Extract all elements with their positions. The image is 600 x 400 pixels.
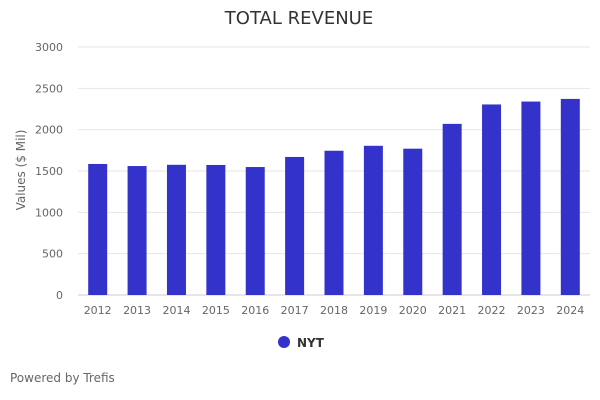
x-tick-label: 2015 [202, 304, 230, 317]
bars [88, 98, 580, 295]
bar-2014[interactable] [166, 164, 186, 295]
y-tick-label: 0 [56, 289, 63, 302]
y-axis-label: Values ($ Mil) [14, 130, 28, 211]
powered-by-credit[interactable]: Powered by Trefis [10, 371, 115, 385]
bar-2020[interactable] [403, 148, 423, 295]
y-tick-label: 2000 [35, 124, 63, 137]
x-tick-label: 2022 [478, 304, 506, 317]
bar-2018[interactable] [324, 150, 344, 295]
y-tick-label: 1000 [35, 206, 63, 219]
legend-label: NYT [297, 336, 325, 350]
y-tick-label: 1500 [35, 165, 63, 178]
bar-2023[interactable] [521, 101, 541, 295]
x-tick-label: 2019 [359, 304, 387, 317]
y-tick-label: 2500 [35, 82, 63, 95]
bar-2021[interactable] [442, 123, 462, 295]
bar-2017[interactable] [285, 156, 305, 295]
bar-2016[interactable] [245, 167, 265, 295]
x-tick-label: 2016 [241, 304, 269, 317]
x-tick-label: 2012 [84, 304, 112, 317]
legend[interactable]: NYT [278, 336, 325, 350]
x-tick-label: 2023 [517, 304, 545, 317]
legend-marker [278, 336, 290, 348]
y-tick-label: 3000 [35, 41, 63, 54]
x-tick-label: 2024 [556, 304, 584, 317]
bar-2022[interactable] [482, 104, 502, 295]
x-tick-label: 2017 [281, 304, 309, 317]
x-tick-label: 2018 [320, 304, 348, 317]
bar-2024[interactable] [560, 98, 580, 295]
bar-2013[interactable] [127, 166, 147, 295]
y-tick-label: 500 [42, 248, 63, 261]
x-tick-label: 2013 [123, 304, 151, 317]
chart-title: TOTAL REVENUE [224, 8, 373, 29]
x-tick-label: 2014 [162, 304, 190, 317]
bar-2019[interactable] [363, 145, 383, 295]
x-tick-label: 2021 [438, 304, 466, 317]
y-axis-ticks: 0 500 1000 1500 2000 2500 3000 [35, 41, 63, 302]
bar-2015[interactable] [206, 164, 226, 295]
x-axis-ticks: 2012 2013 2014 2015 2016 2017 2018 2019 2020 2021… [84, 304, 585, 317]
x-tick-label: 2020 [399, 304, 427, 317]
bar-2012[interactable] [88, 163, 108, 295]
